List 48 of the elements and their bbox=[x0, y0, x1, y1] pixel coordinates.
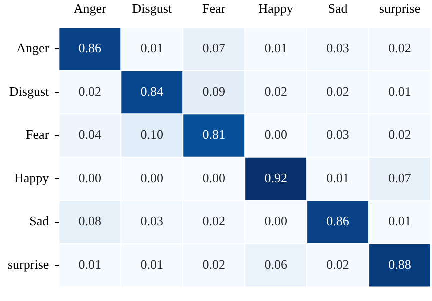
data-label: 0.03 bbox=[326, 127, 350, 142]
data-label: 0.07 bbox=[388, 170, 412, 186]
data-label: 0.01 bbox=[388, 214, 412, 229]
data-label: 0.86 bbox=[326, 214, 350, 229]
data-label: 0.88 bbox=[388, 256, 412, 272]
x-tick-label: Happy bbox=[258, 1, 294, 16]
data-label: 0.86 bbox=[78, 40, 102, 56]
data-label: 0.02 bbox=[202, 214, 226, 229]
data-label: 0.92 bbox=[264, 170, 288, 186]
x-tick-label: Disgust bbox=[132, 1, 172, 16]
data-label: 0.01 bbox=[388, 84, 412, 99]
y-tick-label: Disgust bbox=[9, 84, 50, 99]
data-label: 0.02 bbox=[388, 40, 412, 56]
data-label: 0.02 bbox=[388, 127, 412, 142]
data-label: 0.84 bbox=[140, 84, 164, 99]
data-label: 0.00 bbox=[264, 214, 288, 229]
y-tick-label: surprise bbox=[8, 256, 50, 272]
data-label: 0.00 bbox=[202, 170, 226, 186]
y-tick-label: Fear bbox=[26, 127, 50, 142]
data-label: 0.06 bbox=[264, 256, 288, 272]
data-label: 0.00 bbox=[264, 127, 288, 142]
y-tick-label: Sad bbox=[30, 214, 50, 229]
data-label: 0.01 bbox=[326, 170, 350, 186]
x-tick-label: Sad bbox=[328, 1, 348, 16]
y-tick-label: Happy bbox=[14, 170, 50, 186]
data-label: 0.07 bbox=[202, 40, 226, 56]
y-tick-label: Anger bbox=[16, 40, 50, 56]
data-label: 0.02 bbox=[326, 84, 350, 99]
x-tick-label: Anger bbox=[74, 1, 108, 16]
data-label: 0.03 bbox=[140, 214, 164, 229]
x-tick-label: surprise bbox=[379, 1, 421, 16]
data-label: 0.03 bbox=[326, 40, 350, 56]
data-label: 0.02 bbox=[326, 256, 350, 272]
data-label: 0.01 bbox=[140, 256, 164, 272]
data-label: 0.10 bbox=[140, 127, 164, 142]
data-label: 0.00 bbox=[140, 170, 164, 186]
data-label: 0.04 bbox=[78, 127, 102, 142]
data-label: 0.09 bbox=[202, 84, 226, 99]
data-label: 0.01 bbox=[264, 40, 288, 56]
data-label: 0.02 bbox=[78, 84, 102, 99]
x-tick-label: Fear bbox=[202, 1, 226, 16]
data-label: 0.08 bbox=[78, 214, 102, 229]
data-label: 0.81 bbox=[202, 127, 226, 142]
data-label: 0.02 bbox=[202, 256, 226, 272]
data-label: 0.02 bbox=[264, 84, 288, 99]
data-label: 0.01 bbox=[140, 40, 164, 56]
data-label: 0.01 bbox=[78, 256, 102, 272]
data-label: 0.00 bbox=[78, 170, 102, 186]
